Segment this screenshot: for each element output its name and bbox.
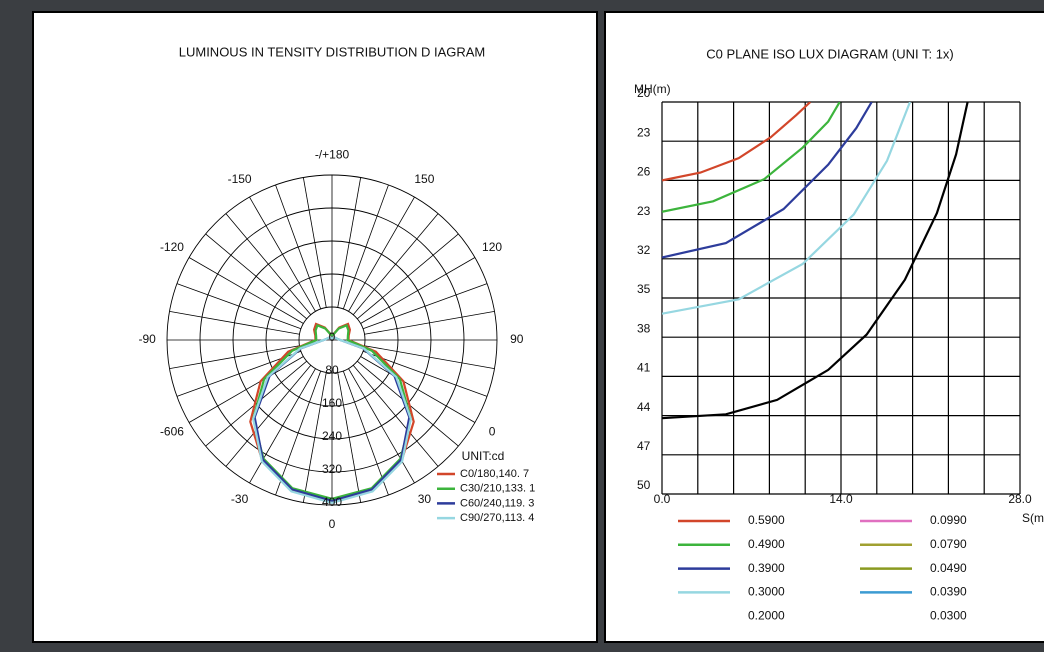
y-tick-label: 20 [637, 86, 651, 100]
legend-label: C60/240,119. 3 [460, 497, 534, 509]
x-tick-label: 28.0 [1008, 492, 1032, 506]
y-axis-label: MH(m) [634, 82, 671, 96]
isolux-curve [662, 102, 873, 259]
polar-curve [252, 323, 412, 500]
r-tick-label: 160 [322, 396, 342, 410]
legend-label: 0.3900 [748, 561, 785, 575]
angle-label: -150 [228, 172, 252, 186]
polar-curve [252, 336, 412, 505]
ring [232, 240, 432, 440]
angle-label: 30 [418, 492, 432, 506]
isolux-curve [662, 102, 912, 315]
x-tick-label: 14.0 [829, 492, 853, 506]
y-tick-label: 41 [637, 361, 651, 375]
angle-label: 150 [414, 172, 434, 186]
legend-label: 0.3000 [748, 585, 785, 599]
ring [166, 174, 498, 506]
legend-label: 0.0300 [930, 608, 967, 622]
angle-label: 0 [329, 517, 336, 531]
x-axis-label: S(m) [1022, 511, 1044, 525]
angle-label: 120 [482, 240, 502, 254]
angle-label: 90 [510, 332, 524, 346]
legend-label: 0.4900 [748, 537, 785, 551]
isolux-curve [662, 102, 812, 182]
angle-label: -120 [160, 240, 184, 254]
r-tick-label: 0 [329, 330, 336, 344]
chart-title: LUMINOUS IN TENSITY DISTRIBUTION D IAGRA… [179, 44, 486, 59]
y-tick-label: 38 [637, 321, 651, 335]
y-tick-label: 44 [637, 400, 651, 414]
y-tick-label: 47 [637, 439, 651, 453]
legend-label: 0.2000 [748, 608, 785, 622]
y-tick-label: 32 [637, 243, 651, 257]
right-panel [604, 11, 1044, 643]
angle-label: -/+180 [315, 147, 350, 161]
unit-label: UNIT:cd [462, 449, 505, 463]
angle-label: 0 [489, 425, 496, 439]
chart-title: C0 PLANE ISO LUX DIAGRAM (UNI T: 1x) [706, 46, 954, 61]
x-tick-label: 0.0 [654, 492, 671, 506]
legend-label: 0.0790 [930, 537, 967, 551]
legend-label: 0.0990 [930, 513, 967, 527]
legend-label: 0.0390 [930, 585, 967, 599]
y-tick-label: 23 [637, 125, 651, 139]
legend-label: C0/180,140. 7 [460, 468, 529, 480]
legend-label: 0.5900 [748, 513, 785, 527]
r-tick-label: 240 [322, 429, 342, 443]
y-tick-label: 26 [637, 165, 651, 179]
legend-label: C90/270,113. 4 [460, 512, 534, 524]
r-tick-label: 400 [322, 495, 342, 509]
r-tick-label: 80 [325, 363, 339, 377]
isolux-curve [662, 102, 841, 213]
y-tick-label: 23 [637, 204, 651, 218]
isolux-curve [662, 102, 969, 420]
y-tick-label: 35 [637, 282, 651, 296]
angle-label: -30 [231, 492, 249, 506]
y-tick-label: 50 [637, 478, 651, 492]
angle-label: -606 [160, 425, 184, 439]
legend-label: 0.0490 [930, 561, 967, 575]
angle-label: -90 [139, 332, 157, 346]
legend-label: C30/210,133. 1 [460, 483, 535, 495]
ring [265, 273, 399, 407]
ring [298, 306, 366, 374]
ring [199, 207, 465, 473]
r-tick-label: 320 [322, 462, 342, 476]
